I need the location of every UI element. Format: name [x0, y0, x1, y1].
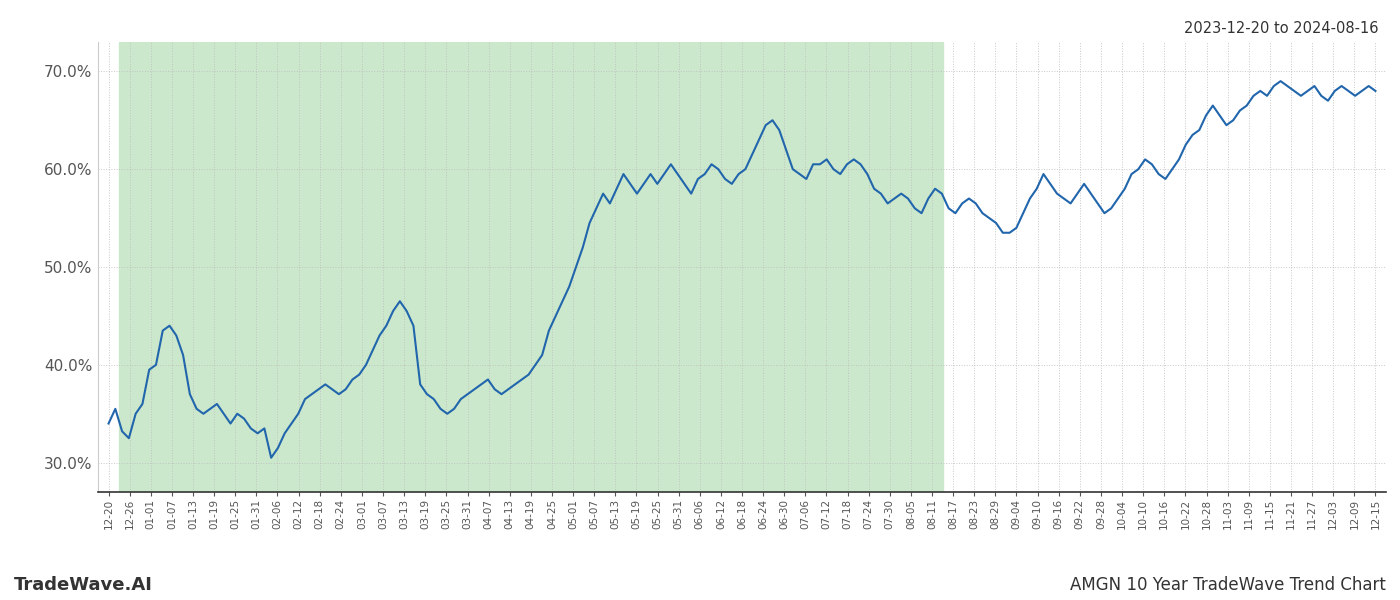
Text: AMGN 10 Year TradeWave Trend Chart: AMGN 10 Year TradeWave Trend Chart [1070, 576, 1386, 594]
Text: 2023-12-20 to 2024-08-16: 2023-12-20 to 2024-08-16 [1184, 21, 1379, 36]
Text: TradeWave.AI: TradeWave.AI [14, 576, 153, 594]
Bar [119, 42, 942, 492]
